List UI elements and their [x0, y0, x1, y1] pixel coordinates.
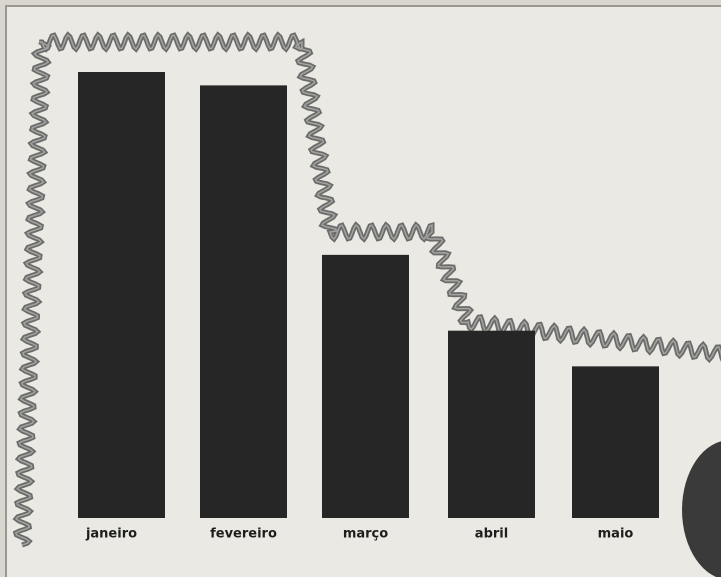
bar [322, 255, 409, 518]
x-tick-label: janeiro [85, 527, 137, 542]
x-tick-label: abril [475, 527, 508, 542]
bar [200, 85, 287, 518]
x-tick-label: maio [598, 527, 634, 542]
chart: janeiro fevereiro março abril maio [0, 0, 721, 577]
x-tick-label: fevereiro [210, 527, 277, 542]
x-tick-label: março [343, 527, 388, 542]
bar [448, 331, 535, 518]
page: janeirofevereiromarçoabrilmaio (() => { … [0, 0, 721, 577]
bar [572, 366, 659, 518]
bar [78, 72, 165, 518]
